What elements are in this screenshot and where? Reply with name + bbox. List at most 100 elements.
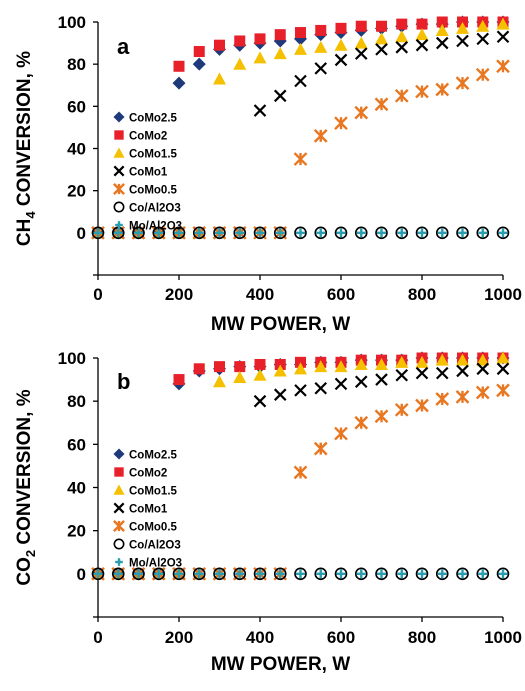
x-tick-label: 800 xyxy=(408,628,436,647)
series-Mo/Al2O3 xyxy=(93,569,508,579)
data-point xyxy=(335,22,347,34)
data-point xyxy=(395,368,409,382)
legend-marker xyxy=(113,111,125,123)
series-Mo/Al2O3 xyxy=(93,228,508,238)
data-point xyxy=(334,38,348,51)
data-point xyxy=(456,364,469,378)
y-axis-title: CH4 CONVERSION, % xyxy=(14,51,38,246)
data-point xyxy=(273,567,287,581)
data-point xyxy=(334,360,348,373)
data-point xyxy=(478,569,488,579)
x-tick-label: 1000 xyxy=(484,628,522,647)
data-point xyxy=(375,567,388,581)
data-point-stroke xyxy=(496,30,510,44)
data-point xyxy=(435,23,449,36)
data-point xyxy=(253,226,267,240)
data-point xyxy=(376,20,387,32)
data-point-stroke xyxy=(496,362,510,376)
data-point xyxy=(395,355,409,368)
data-point xyxy=(435,392,450,406)
legend-marker xyxy=(113,147,125,158)
data-point xyxy=(435,82,450,97)
data-point xyxy=(193,46,205,58)
legend: CoMo2.5 CoMo2 CoMo1.5 CoMo1 CoMo0.5 Co/Al2O3 M… xyxy=(113,111,182,233)
data-point-stroke xyxy=(354,47,368,60)
data-point xyxy=(255,228,265,238)
data-point-stroke xyxy=(456,364,469,378)
data-point xyxy=(334,567,348,581)
data-point xyxy=(375,357,388,370)
data-point xyxy=(233,57,247,70)
data-point xyxy=(294,74,307,88)
y-tick-label: 40 xyxy=(67,140,86,159)
data-point xyxy=(154,569,164,579)
data-point xyxy=(415,226,429,240)
data-point-stroke xyxy=(415,38,429,52)
data-point-stroke xyxy=(476,32,490,46)
data-point xyxy=(233,567,247,581)
data-point xyxy=(152,226,166,240)
data-point xyxy=(235,569,245,579)
legend-marker xyxy=(114,130,124,140)
data-point-stroke xyxy=(375,43,388,56)
data-point xyxy=(437,228,447,238)
legend-marker xyxy=(113,183,125,195)
data-point xyxy=(294,362,307,375)
data-point xyxy=(336,569,346,579)
y-axis-title: CO2 CONVERSION, % xyxy=(14,389,38,585)
legend-label: CoMo2 xyxy=(129,468,167,480)
data-point xyxy=(415,567,429,581)
data-point-stroke xyxy=(314,62,328,75)
data-point xyxy=(354,47,368,60)
data-point xyxy=(132,226,145,240)
data-point xyxy=(498,228,508,238)
data-point-stroke xyxy=(435,36,449,50)
legend-marker xyxy=(113,201,125,213)
data-point xyxy=(354,357,368,370)
data-point xyxy=(456,353,469,366)
data-point xyxy=(194,569,204,579)
data-point xyxy=(496,351,510,364)
data-point xyxy=(274,29,286,41)
y-tick-label: 20 xyxy=(67,522,86,541)
data-point xyxy=(294,384,307,397)
data-point xyxy=(254,33,266,45)
data-point xyxy=(313,441,328,456)
data-point xyxy=(476,362,490,376)
data-point xyxy=(476,32,490,46)
data-point xyxy=(375,32,388,45)
data-point xyxy=(192,57,206,71)
data-point xyxy=(192,226,206,240)
x-tick-label: 600 xyxy=(327,628,355,647)
y-tick-label: 80 xyxy=(67,55,86,74)
data-point xyxy=(314,360,328,373)
data-point xyxy=(435,226,449,240)
data-point xyxy=(314,62,328,75)
data-point xyxy=(475,67,490,82)
data-point xyxy=(93,569,103,579)
data-point xyxy=(435,567,449,581)
data-point xyxy=(354,226,368,240)
x-axis-title: MW POWER, W xyxy=(211,654,350,675)
legend-marker xyxy=(115,558,123,566)
data-point xyxy=(476,567,490,581)
data-point xyxy=(336,228,346,238)
data-point xyxy=(415,84,429,99)
data-point xyxy=(214,361,225,373)
data-point xyxy=(455,390,470,404)
data-point-stroke xyxy=(375,373,388,386)
legend-label: CoMo1 xyxy=(129,167,168,179)
panel-label: b xyxy=(117,369,130,394)
data-point xyxy=(496,30,510,44)
data-point xyxy=(354,415,369,430)
data-point xyxy=(415,28,429,41)
series-Co/Al2O3 xyxy=(91,567,510,581)
legend-label: CoMo1 xyxy=(129,504,168,516)
data-point xyxy=(113,228,123,238)
data-point xyxy=(456,567,469,581)
legend-marker xyxy=(113,520,125,532)
panel-label: a xyxy=(117,34,130,59)
data-point xyxy=(194,228,204,238)
